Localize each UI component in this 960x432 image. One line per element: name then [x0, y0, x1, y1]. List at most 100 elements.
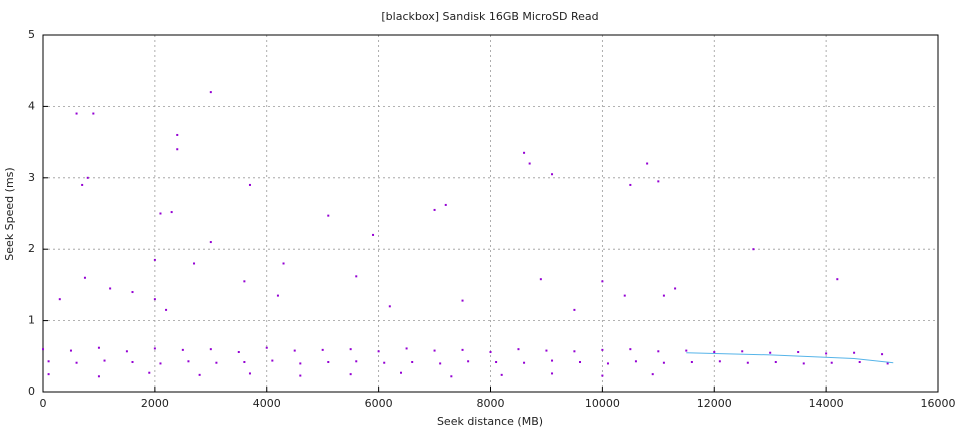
- point: [299, 362, 302, 365]
- point: [103, 359, 106, 362]
- point: [97, 346, 100, 349]
- point: [439, 362, 442, 365]
- point: [170, 211, 173, 214]
- point: [467, 360, 470, 363]
- point: [444, 203, 447, 206]
- point: [198, 373, 201, 376]
- x-tick-label: 6000: [365, 397, 393, 410]
- point: [657, 350, 660, 353]
- point: [176, 148, 179, 151]
- point: [243, 280, 246, 283]
- point: [355, 360, 358, 363]
- x-tick-label: 14000: [809, 397, 844, 410]
- point: [299, 374, 302, 377]
- point: [741, 350, 744, 353]
- point: [47, 373, 50, 376]
- point: [858, 361, 861, 364]
- point: [629, 348, 632, 351]
- point: [674, 287, 677, 290]
- x-tick-label: 0: [40, 397, 47, 410]
- point: [383, 361, 386, 364]
- x-tick-label: 8000: [477, 397, 505, 410]
- point: [713, 351, 716, 354]
- point: [243, 361, 246, 364]
- point: [528, 162, 531, 165]
- point: [109, 287, 112, 290]
- point: [500, 373, 503, 376]
- point: [461, 348, 464, 351]
- point: [388, 305, 391, 308]
- point: [248, 372, 251, 375]
- point: [47, 360, 50, 363]
- point: [746, 361, 749, 364]
- point: [176, 133, 179, 136]
- point: [159, 212, 162, 215]
- point: [545, 349, 548, 352]
- point: [606, 362, 609, 365]
- point: [282, 262, 285, 265]
- point: [685, 349, 688, 352]
- point: [377, 350, 380, 353]
- point: [276, 294, 279, 297]
- point: [86, 176, 89, 179]
- x-tick-label: 10000: [585, 397, 620, 410]
- point: [836, 278, 839, 281]
- point: [433, 349, 436, 352]
- plot-frame: [42, 34, 939, 393]
- point: [193, 262, 196, 265]
- point: [321, 348, 324, 351]
- point: [539, 278, 542, 281]
- y-tick-label: 1: [28, 314, 35, 327]
- point: [886, 362, 889, 365]
- point: [271, 359, 274, 362]
- chart-title: [blackbox] Sandisk 16GB MicroSD Read: [381, 10, 598, 23]
- point: [81, 183, 84, 186]
- y-tick-label: 5: [28, 28, 35, 41]
- point: [215, 361, 218, 364]
- x-tick-label: 2000: [141, 397, 169, 410]
- point: [349, 373, 352, 376]
- fit-line: [686, 352, 894, 364]
- point: [131, 291, 134, 294]
- point: [657, 180, 660, 183]
- point: [551, 173, 554, 176]
- point: [125, 350, 128, 353]
- point: [159, 362, 162, 365]
- y-tick-label: 0: [28, 385, 35, 398]
- point: [327, 361, 330, 364]
- point: [265, 346, 268, 349]
- point: [802, 362, 805, 365]
- point: [797, 351, 800, 354]
- point: [187, 360, 190, 363]
- point: [523, 361, 526, 364]
- point: [349, 348, 352, 351]
- point: [690, 361, 693, 364]
- point: [461, 299, 464, 302]
- point: [523, 151, 526, 154]
- x-tick-label: 12000: [697, 397, 732, 410]
- point: [601, 348, 604, 351]
- point: [579, 361, 581, 364]
- point: [400, 371, 402, 374]
- point: [646, 162, 649, 165]
- x-tick-label: 16000: [921, 397, 956, 410]
- point: [651, 373, 654, 376]
- point: [634, 360, 637, 363]
- y-tick-label: 3: [28, 171, 35, 184]
- point: [75, 361, 78, 364]
- point: [601, 280, 604, 283]
- point: [450, 375, 453, 378]
- point: [825, 352, 828, 355]
- point: [209, 241, 212, 244]
- point: [209, 91, 212, 94]
- point: [495, 361, 498, 364]
- point: [165, 308, 168, 311]
- point: [517, 348, 520, 351]
- point: [551, 359, 554, 362]
- point: [75, 112, 78, 115]
- point: [92, 112, 95, 115]
- point: [752, 248, 755, 251]
- point: [662, 361, 665, 364]
